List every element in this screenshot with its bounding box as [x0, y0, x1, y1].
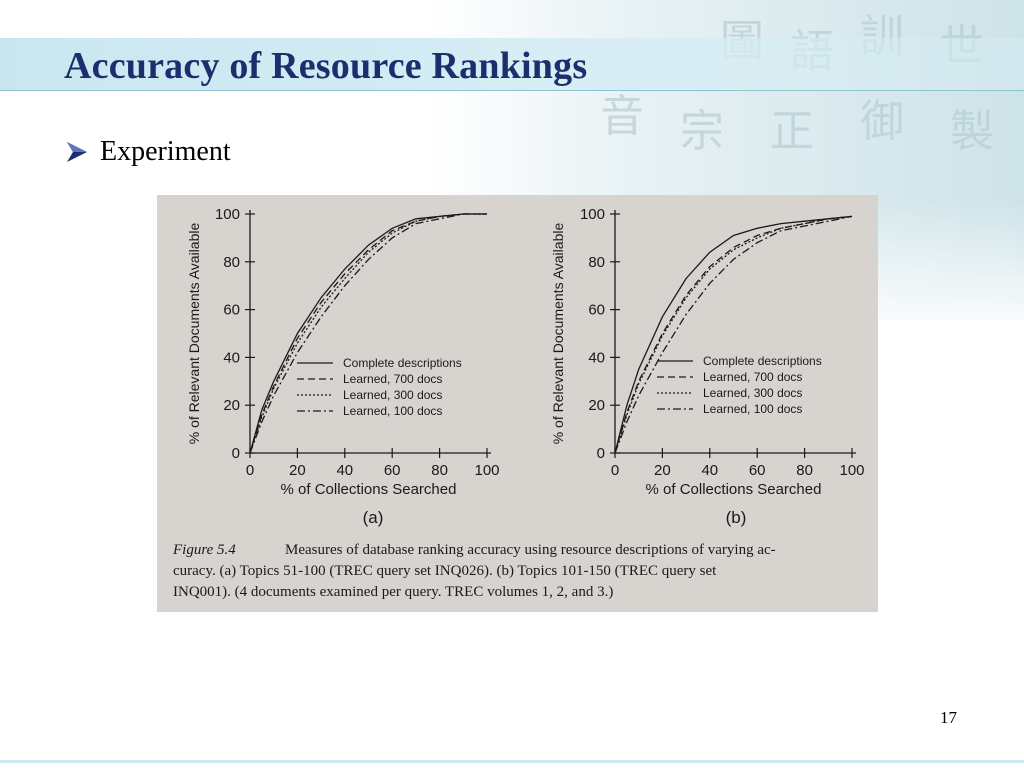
decorative-glyph: 宗 — [680, 106, 724, 157]
y-tick-label: 40 — [588, 349, 605, 366]
legend-entry: Learned, 100 docs — [343, 404, 442, 418]
decorative-glyph: 音 — [600, 91, 644, 142]
x-tick-label: 60 — [384, 462, 401, 479]
y-tick-label: 80 — [223, 254, 240, 271]
bottom-divider — [0, 760, 1024, 763]
x-tick-label: 40 — [701, 462, 718, 479]
panel-label: (b) — [726, 508, 747, 527]
panel-label: (a) — [363, 508, 384, 527]
legend-entry: Learned, 700 docs — [703, 370, 802, 384]
legend-entry: Learned, 100 docs — [703, 402, 802, 416]
series-line — [614, 215, 853, 454]
legend-entry: Learned, 300 docs — [343, 388, 442, 402]
figure-caption-line3: INQ001). (4 documents examined per query… — [173, 584, 613, 600]
x-tick-label: 20 — [289, 462, 306, 479]
x-tick-label: 100 — [474, 462, 499, 479]
legend-entry: Learned, 300 docs — [703, 386, 802, 400]
y-tick-label: 60 — [588, 302, 605, 319]
x-tick-label: 80 — [431, 462, 448, 479]
x-tick-label: 0 — [611, 462, 619, 479]
y-tick-label: 20 — [223, 397, 240, 414]
y-tick-label: 20 — [588, 397, 605, 414]
legend-entry: Complete descriptions — [343, 356, 462, 370]
bullet-item: Experiment — [64, 136, 231, 168]
y-tick-label: 40 — [223, 349, 240, 366]
slide-title: Accuracy of Resource Rankings — [64, 45, 588, 87]
x-tick-label: 20 — [654, 462, 671, 479]
y-tick-label: 100 — [215, 206, 240, 223]
series-line — [614, 215, 853, 454]
figure-svg: 0 20 40 60 80 100 0 20 40 60 80 100 % of Collections… — [172, 206, 865, 600]
x-axis-label: % of Collections Searched — [281, 481, 457, 498]
figure-caption-line1: Measures of database ranking accuracy us… — [285, 542, 776, 558]
y-tick-label: 100 — [580, 206, 605, 223]
series-line — [614, 215, 853, 454]
figure-image: 0 20 40 60 80 100 0 20 40 60 80 100 % of Collections… — [157, 195, 878, 612]
y-tick-label: 80 — [588, 254, 605, 271]
decorative-glyph: 製 — [950, 106, 994, 157]
y-tick-label: 0 — [597, 445, 605, 462]
y-axis-label: % of Relevant Documents Available — [550, 223, 566, 445]
x-tick-label: 0 — [246, 462, 254, 479]
x-tick-label: 100 — [839, 462, 864, 479]
legend-entry: Learned, 700 docs — [343, 372, 442, 386]
x-tick-label: 80 — [796, 462, 813, 479]
y-tick-label: 0 — [232, 445, 240, 462]
x-tick-label: 60 — [749, 462, 766, 479]
series-line — [249, 213, 487, 454]
page-number: 17 — [940, 708, 957, 727]
arrow-bullet-icon — [67, 142, 87, 162]
decorative-glyph: 正 — [770, 106, 814, 157]
title-bar — [0, 38, 1024, 91]
figure-caption-label: Figure 5.4 — [172, 542, 236, 558]
chart-panel-b: 0 20 40 60 80 100 0 20 40 60 80 100 % of Collections… — [550, 206, 865, 527]
x-tick-label: 40 — [336, 462, 353, 479]
figure-caption-line2: curacy. (a) Topics 51-100 (TREC query se… — [173, 563, 717, 579]
y-axis-label: % of Relevant Documents Available — [186, 223, 202, 445]
y-tick-label: 60 — [223, 302, 240, 319]
series-line — [249, 213, 487, 454]
chart-panel-a: 0 20 40 60 80 100 0 20 40 60 80 100 % of Collections… — [186, 206, 500, 527]
series-line — [614, 215, 853, 454]
decorative-glyph: 御 — [860, 96, 904, 147]
x-axis-label: % of Collections Searched — [646, 481, 822, 498]
bullet-text: Experiment — [100, 136, 231, 167]
legend-entry: Complete descriptions — [703, 354, 822, 368]
